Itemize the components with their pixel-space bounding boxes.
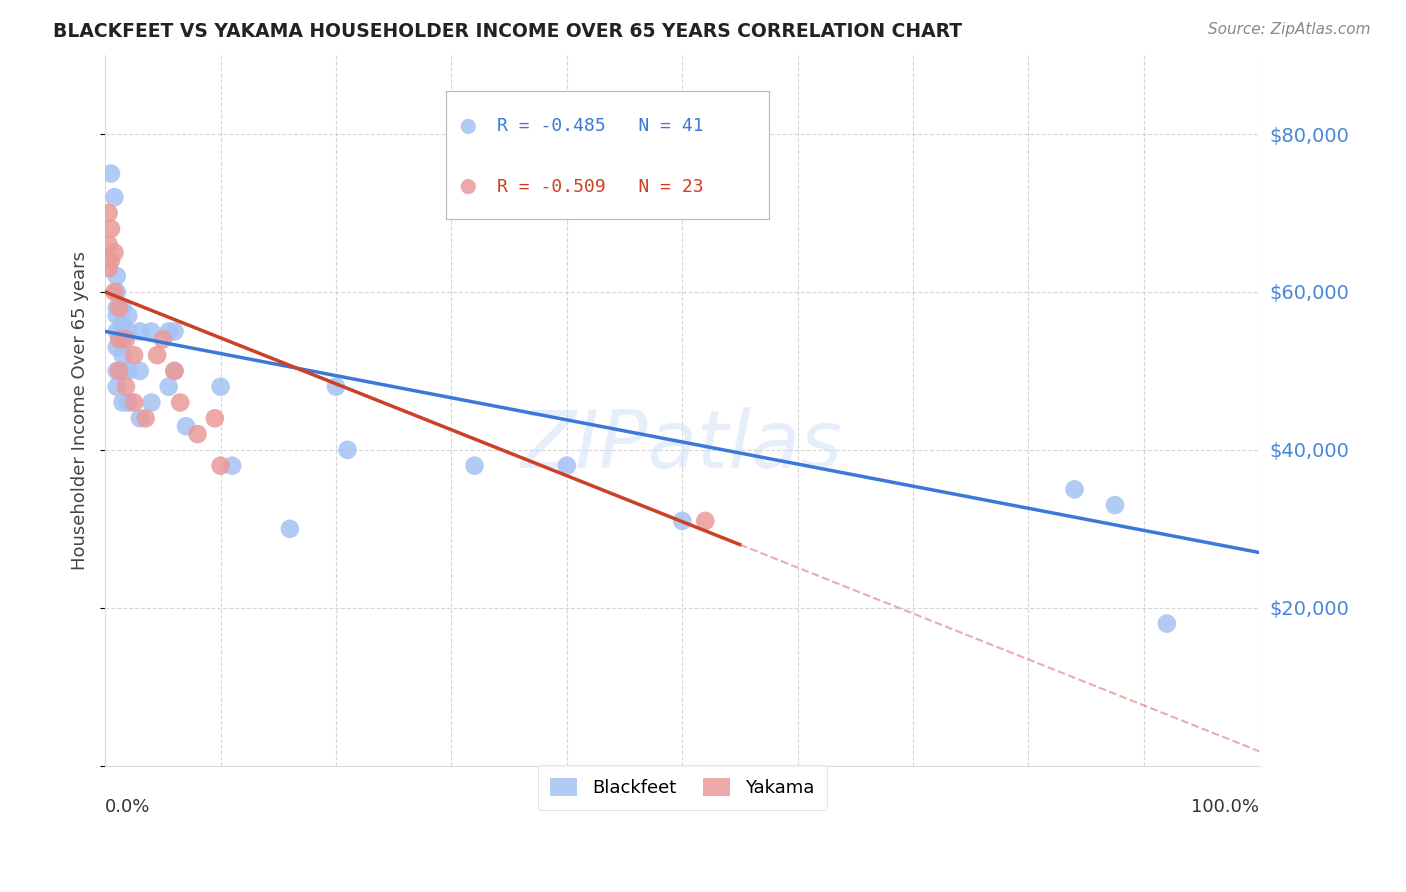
- Point: [325, 380, 347, 394]
- Point: [105, 309, 128, 323]
- Point: [108, 364, 131, 378]
- Point: [204, 411, 226, 425]
- Point: [128, 325, 150, 339]
- Point: [117, 325, 139, 339]
- Point: [186, 427, 208, 442]
- Point: [100, 222, 122, 236]
- Point: [163, 325, 186, 339]
- Text: 0.0%: 0.0%: [105, 797, 150, 815]
- Point: [221, 458, 243, 473]
- Point: [1104, 498, 1126, 512]
- Point: [209, 380, 232, 394]
- Point: [122, 395, 145, 409]
- Point: [111, 317, 134, 331]
- Point: [1063, 483, 1085, 497]
- Point: [111, 395, 134, 409]
- Point: [122, 348, 145, 362]
- Point: [111, 348, 134, 362]
- Point: [157, 380, 180, 394]
- Y-axis label: Householder Income Over 65 years: Householder Income Over 65 years: [72, 251, 89, 570]
- Point: [111, 364, 134, 378]
- Text: BLACKFEET VS YAKAMA HOUSEHOLDER INCOME OVER 65 YEARS CORRELATION CHART: BLACKFEET VS YAKAMA HOUSEHOLDER INCOME O…: [53, 22, 963, 41]
- Point: [695, 514, 717, 528]
- Point: [336, 442, 359, 457]
- Point: [141, 395, 163, 409]
- Point: [105, 269, 128, 284]
- Point: [103, 245, 125, 260]
- Point: [103, 285, 125, 299]
- Point: [117, 309, 139, 323]
- Point: [105, 364, 128, 378]
- Point: [103, 190, 125, 204]
- Point: [115, 332, 138, 346]
- Legend: Blackfeet, Yakama: Blackfeet, Yakama: [537, 765, 827, 810]
- Point: [163, 364, 186, 378]
- Point: [105, 301, 128, 315]
- Point: [152, 332, 174, 346]
- Point: [97, 237, 120, 252]
- Point: [157, 325, 180, 339]
- Point: [671, 514, 693, 528]
- Text: 100.0%: 100.0%: [1191, 797, 1260, 815]
- Point: [146, 348, 169, 362]
- Point: [97, 261, 120, 276]
- Point: [97, 206, 120, 220]
- Text: Source: ZipAtlas.com: Source: ZipAtlas.com: [1208, 22, 1371, 37]
- Point: [141, 325, 163, 339]
- Point: [100, 167, 122, 181]
- Point: [128, 364, 150, 378]
- Point: [463, 458, 485, 473]
- Point: [111, 301, 134, 315]
- Point: [108, 301, 131, 315]
- Point: [117, 395, 139, 409]
- Point: [105, 325, 128, 339]
- Point: [105, 340, 128, 354]
- Point: [1156, 616, 1178, 631]
- Point: [111, 332, 134, 346]
- Point: [163, 364, 186, 378]
- Text: ZIPatlas: ZIPatlas: [522, 407, 844, 485]
- Point: [115, 380, 138, 394]
- Point: [209, 458, 232, 473]
- Point: [108, 332, 131, 346]
- Point: [100, 253, 122, 268]
- Point: [128, 411, 150, 425]
- Point: [105, 380, 128, 394]
- Point: [105, 285, 128, 299]
- Point: [174, 419, 197, 434]
- Point: [555, 458, 578, 473]
- Point: [169, 395, 191, 409]
- Point: [278, 522, 301, 536]
- Point: [117, 364, 139, 378]
- Point: [135, 411, 157, 425]
